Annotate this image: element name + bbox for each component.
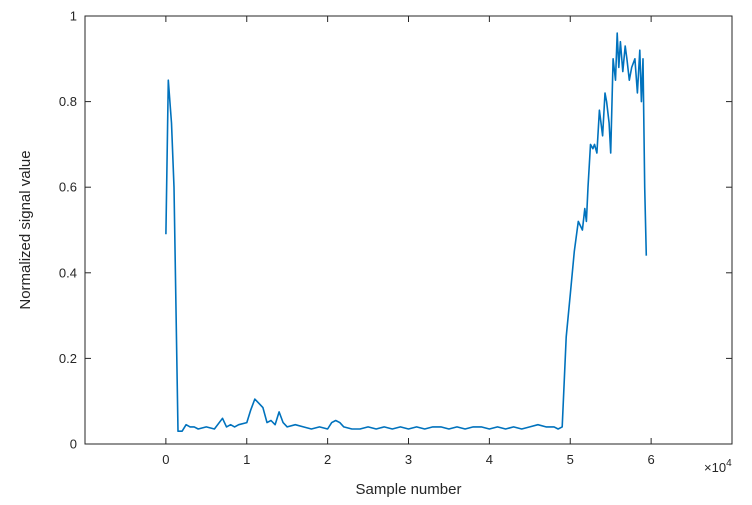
y-tick-label: 0.2 — [59, 351, 77, 366]
x-tick-label: 2 — [324, 452, 331, 467]
x-tick-label: 0 — [162, 452, 169, 467]
y-tick-label: 0 — [70, 437, 77, 452]
y-tick-label: 1 — [70, 9, 77, 24]
y-tick-label: 0.8 — [59, 94, 77, 109]
y-tick-label: 0.4 — [59, 265, 77, 280]
y-tick-labels: 0 0.2 0.4 0.6 0.8 1 — [59, 9, 77, 452]
x-tick-labels: 0 1 2 3 4 5 6 — [162, 452, 654, 467]
y-tick-label: 0.6 — [59, 180, 77, 195]
x-tick-label: 4 — [486, 452, 493, 467]
x-axis-label: Sample number — [356, 481, 462, 498]
x-tick-label: 1 — [243, 452, 250, 467]
axis-ticks — [85, 15, 732, 445]
x-exponent-label: ×104 — [704, 458, 732, 475]
x-tick-label: 5 — [567, 452, 574, 467]
plot-area — [84, 15, 733, 445]
y-axis-label: Normalized signal value — [17, 150, 34, 309]
x-tick-label: 6 — [648, 452, 655, 467]
series-line — [165, 32, 648, 432]
x-tick-label: 3 — [405, 452, 412, 467]
